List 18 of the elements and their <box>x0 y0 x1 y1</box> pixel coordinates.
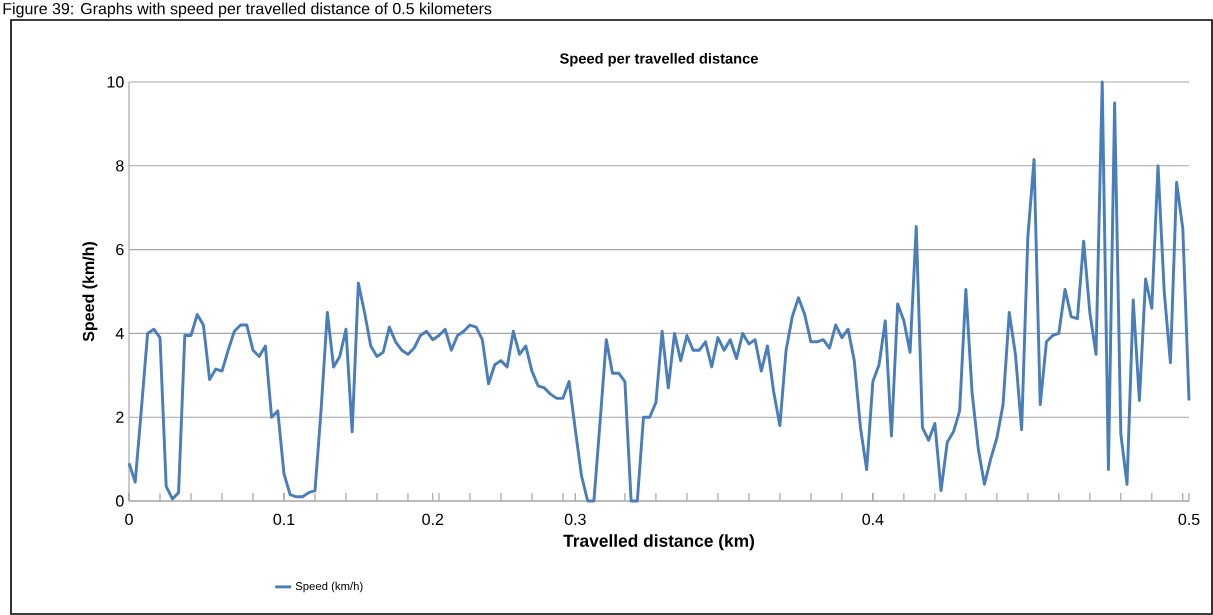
y-tick-label: 10 <box>107 76 124 88</box>
y-tick-label: 6 <box>116 243 124 256</box>
caption: Figure 39: Graphs with speed per travelled distance of 0.5 kilometers <box>3 2 492 18</box>
x-tick-label: 0.3 <box>564 513 586 526</box>
y-tick-label: 4 <box>115 327 124 339</box>
y-tick-label: 2 <box>116 411 124 423</box>
x-tick-label: 0.2 <box>422 513 444 526</box>
y-tick-label: 0 <box>116 495 124 507</box>
y-axis-title: Speed (km/h) <box>82 242 98 342</box>
line-series <box>127 80 1191 503</box>
x-tick-label: 0.1 <box>273 513 295 526</box>
x-tick-label: 0 <box>125 513 133 526</box>
legend-label: Speed (km/h) <box>295 581 363 593</box>
x-axis-title: Travelled distance (km) <box>563 534 754 551</box>
y-tick-label: 8 <box>116 160 124 172</box>
x-tick-label: 0.5 <box>1178 513 1200 526</box>
chart-title: Speed per travelled distance <box>559 52 758 67</box>
x-tick-label: 0.4 <box>862 513 884 526</box>
